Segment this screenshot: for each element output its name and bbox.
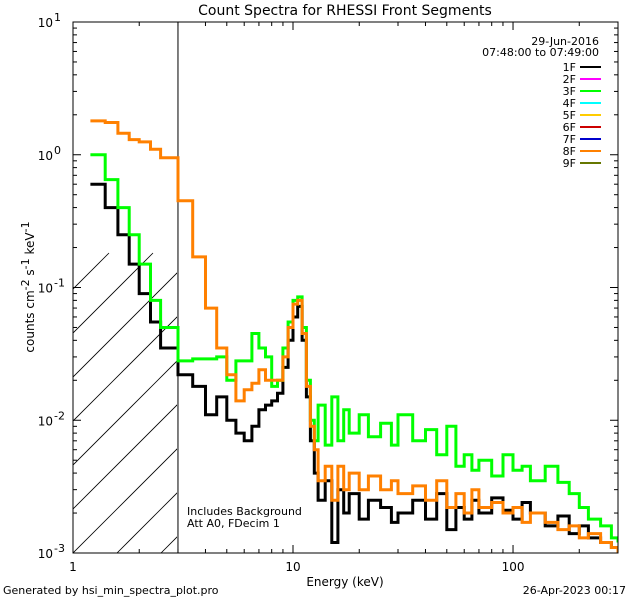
time-range-label: 07:48:00 to 07:49:00: [482, 46, 599, 59]
series-layer: [90, 119, 618, 553]
y-tick-exponent: 1: [54, 11, 61, 24]
hatch-line: [73, 252, 154, 334]
hatch-line: [0, 253, 21, 553]
hatch-line: [73, 252, 110, 290]
legend-label-8F: 8F: [563, 145, 576, 158]
hatch-line: [73, 360, 177, 466]
hatch-line: [513, 253, 640, 553]
excluded-energy-region: [0, 252, 640, 553]
y-axis-label: counts cm-2 s-1 keV-1: [19, 221, 37, 352]
legend-label-6F: 6F: [563, 121, 576, 134]
chart-title: Count Spectra for RHESSI Front Segments: [198, 3, 492, 19]
x-tick-label: 10: [285, 560, 300, 574]
plot-frame: [72, 21, 619, 554]
y-tick-label: 10: [38, 414, 53, 428]
series-8F-line: [90, 119, 618, 553]
legend-label-2F: 2F: [563, 73, 576, 86]
legend-label-5F: 5F: [563, 109, 576, 122]
y-tick-label: 10: [38, 282, 53, 296]
series-3F-line: [90, 153, 618, 543]
hatch-line: [557, 253, 640, 553]
hatch-line: [116, 492, 177, 553]
legend-label-9F: 9F: [563, 157, 576, 170]
y-tick-exponent: -1: [54, 277, 65, 290]
attenuator-note: Att A0, FDecim 1: [187, 517, 280, 530]
x-axis-label: Energy (keV): [306, 575, 383, 589]
y-tick-label: 10: [38, 149, 53, 163]
hatch-line: [73, 404, 177, 510]
legend-label-3F: 3F: [563, 85, 576, 98]
y-tick-exponent: 0: [54, 144, 61, 157]
hatch-line: [381, 253, 640, 553]
y-tick-exponent: -3: [54, 542, 65, 555]
y-tick-label: 10: [38, 547, 53, 561]
series-1F-line: [90, 182, 618, 553]
background-note: Includes Background: [187, 505, 302, 518]
legend-label-1F: 1F: [563, 61, 576, 74]
generated-by-footer: Generated by hsi_min_spectra_plot.pro: [3, 584, 219, 597]
hatch-line: [601, 253, 640, 553]
hatch-line: [469, 253, 640, 553]
timestamp-footer: 26-Apr-2023 00:17: [523, 584, 626, 597]
hatch-line: [73, 272, 177, 378]
x-tick-label: 1: [69, 560, 77, 574]
y-tick-label: 10: [38, 16, 53, 30]
hatch-line: [73, 448, 177, 553]
x-tick-label: 100: [502, 560, 525, 574]
hatch-line: [73, 316, 177, 422]
legend-label-4F: 4F: [563, 97, 576, 110]
y-tick-exponent: -2: [54, 409, 65, 422]
legend-label-7F: 7F: [563, 133, 576, 146]
date-label: 29-Jun-2016: [531, 35, 599, 48]
